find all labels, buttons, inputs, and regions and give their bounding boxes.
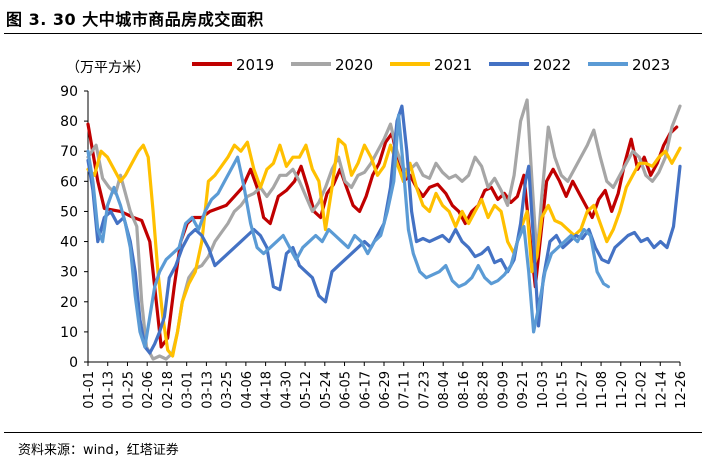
x-tick-label: 05-24 bbox=[319, 371, 334, 409]
x-tick-label: 07-23 bbox=[417, 371, 432, 409]
series-line-2021 bbox=[86, 137, 682, 358]
x-tick-label: 09-21 bbox=[516, 371, 531, 409]
x-tick-label: 03-25 bbox=[220, 371, 235, 409]
x-tick-label: 12-26 bbox=[674, 371, 689, 409]
x-tick-label: 02-06 bbox=[141, 371, 156, 409]
x-tick-label: 07-11 bbox=[398, 371, 413, 409]
y-tick-label: 30 bbox=[60, 265, 78, 281]
x-tick-label: 12-14 bbox=[654, 371, 669, 409]
x-tick-label: 06-29 bbox=[378, 371, 393, 409]
x-tick-label: 05-12 bbox=[299, 371, 314, 409]
legend-label-2019: 2019 bbox=[236, 56, 274, 74]
x-tick-label: 06-05 bbox=[339, 371, 354, 409]
x-tick-label: 10-27 bbox=[575, 371, 590, 409]
y-tick-label: 50 bbox=[60, 204, 78, 220]
chart-lines bbox=[86, 98, 682, 361]
y-tick-label: 90 bbox=[60, 84, 78, 100]
x-tick-label: 11-08 bbox=[595, 371, 610, 409]
chart-legend: 2019 2020 2021 2022 2023 bbox=[192, 56, 670, 74]
title-rule bbox=[4, 33, 702, 34]
x-tick-label: 04-18 bbox=[260, 371, 275, 409]
x-tick-label: 01-13 bbox=[102, 371, 117, 409]
x-tick-label: 06-17 bbox=[358, 371, 373, 409]
x-tick-label: 04-30 bbox=[279, 371, 294, 409]
x-tick-label: 03-13 bbox=[200, 371, 215, 409]
y-tick-label: 40 bbox=[60, 235, 78, 251]
source-rule bbox=[4, 432, 702, 433]
y-tick-label: 70 bbox=[60, 144, 78, 160]
chart-axes: 0 10 20 30 40 50 60 70 80 90 01-01 01-13 01-25 02-06 0… bbox=[60, 84, 689, 409]
figure-title: 图 3. 30 大中城市商品房成交面积 bbox=[6, 10, 264, 29]
legend-label-2022: 2022 bbox=[533, 56, 571, 74]
x-tick-label: 01-25 bbox=[121, 371, 136, 409]
x-tick-label: 03-01 bbox=[181, 371, 196, 409]
y-axis-unit-label: （万平方米） bbox=[66, 60, 150, 76]
legend-label-2020: 2020 bbox=[335, 56, 373, 74]
x-tick-label: 04-06 bbox=[240, 371, 255, 409]
y-tick-label: 60 bbox=[60, 174, 78, 190]
legend-label-2021: 2021 bbox=[434, 56, 472, 74]
x-tick-label: 12-02 bbox=[635, 371, 650, 409]
x-tick-label: 10-15 bbox=[556, 371, 571, 409]
legend-label-2023: 2023 bbox=[632, 56, 670, 74]
x-tick-label: 08-16 bbox=[457, 371, 472, 409]
y-tick-label: 10 bbox=[60, 325, 78, 341]
x-tick-label: 01-01 bbox=[82, 371, 97, 409]
source-note: 资料来源：wind，红塔证券 bbox=[18, 443, 179, 458]
x-tick-label: 08-04 bbox=[437, 371, 452, 409]
y-tick-label: 0 bbox=[69, 355, 78, 371]
series-line-2023 bbox=[86, 113, 610, 349]
x-tick-label: 11-20 bbox=[615, 371, 630, 409]
y-tick-label: 80 bbox=[60, 114, 78, 130]
x-tick-label: 09-09 bbox=[496, 371, 511, 409]
y-tick-label: 20 bbox=[60, 295, 78, 311]
x-tick-label: 10-03 bbox=[536, 371, 551, 409]
x-tick-label: 08-28 bbox=[477, 371, 492, 409]
x-tick-label: 02-18 bbox=[161, 371, 176, 409]
line-chart: 0 10 20 30 40 50 60 70 80 90 01-01 01-13 01-25 02-06 0… bbox=[60, 56, 689, 409]
